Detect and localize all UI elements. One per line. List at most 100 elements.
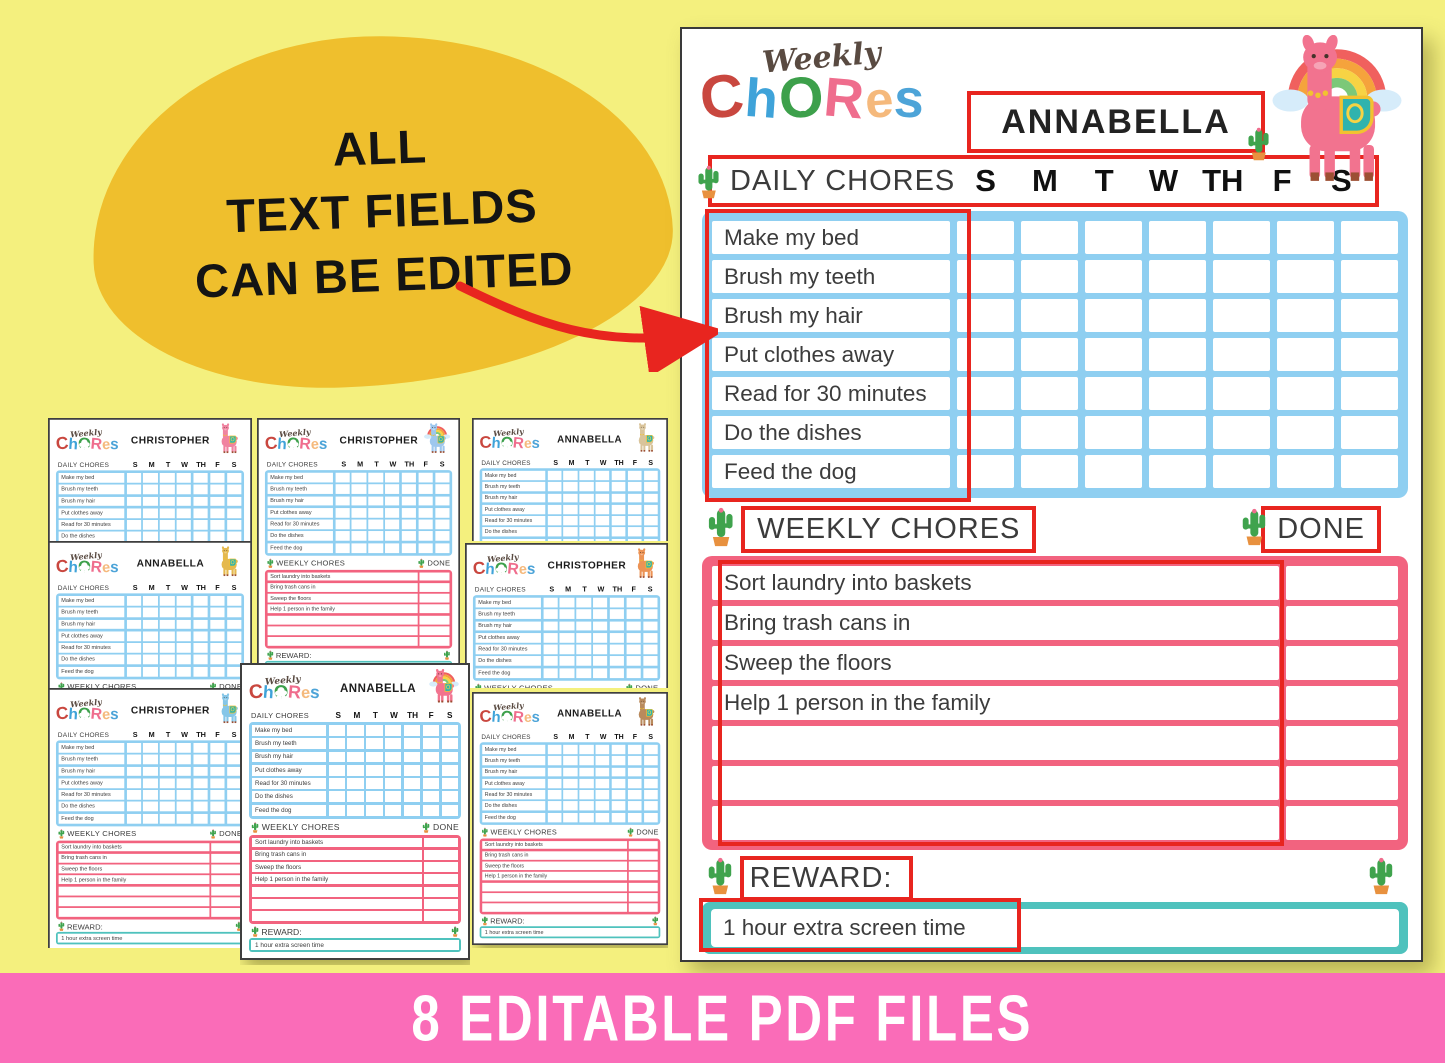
weekly-done-cell[interactable]: [1286, 566, 1398, 600]
day-check-cell[interactable]: [1149, 416, 1206, 449]
weekly-done-cell[interactable]: [1286, 766, 1398, 800]
day-check-cell[interactable]: [957, 338, 1014, 371]
daily-chore-field[interactable]: Do the dishes: [712, 416, 950, 449]
day-check-cell[interactable]: [957, 221, 1014, 254]
weekly-chores-label-field[interactable]: WEEKLY CHORES: [741, 505, 1037, 553]
day-check-cell[interactable]: [957, 455, 1014, 488]
day-check-cell[interactable]: [957, 299, 1014, 332]
day-check-cell[interactable]: [1149, 260, 1206, 293]
daily-chore-field: Feed the dog: [482, 812, 546, 822]
day-check-cell[interactable]: [1021, 260, 1078, 293]
day-check-cell[interactable]: [1149, 299, 1206, 332]
daily-chore-field[interactable]: Read for 30 minutes: [712, 377, 950, 410]
day-check-cell[interactable]: [1213, 338, 1270, 371]
day-check-cell[interactable]: [1021, 338, 1078, 371]
weekly-chore-field[interactable]: [712, 726, 1279, 760]
day-check-cell: [626, 609, 641, 620]
chart-thumbnail[interactable]: Weekly Cho res CHRISTOPHER DAILY CHORES …: [48, 688, 252, 948]
weekly-done-cell[interactable]: [1286, 726, 1398, 760]
day-column-header: TH: [196, 460, 206, 469]
daily-chore-field[interactable]: Put clothes away: [712, 338, 950, 371]
chart-thumbnail[interactable]: Weekly Cho res CHRISTOPHER DAILY CHORES …: [257, 418, 460, 676]
day-check-cell: [627, 744, 642, 755]
chart-thumbnail[interactable]: Weekly Cho res CHRISTOPHER DAILY CHORES …: [48, 418, 252, 541]
day-check-cell[interactable]: [1341, 455, 1398, 488]
chart-thumbnail[interactable]: Weekly Cho res ANNABELLA DAILY CHORES SM…: [48, 541, 252, 688]
day-check-cell[interactable]: [1213, 416, 1270, 449]
day-check-cell[interactable]: [1277, 455, 1334, 488]
chart-thumbnail[interactable]: Weekly Cho res ANNABELLA DAILY CHORES SM…: [240, 663, 470, 965]
weekly-done-cell[interactable]: [1286, 646, 1398, 680]
day-check-cell[interactable]: [1021, 377, 1078, 410]
weekly-done-cell[interactable]: [1286, 606, 1398, 640]
reward-label-field[interactable]: REWARD:: [739, 855, 913, 901]
daily-chore-field[interactable]: Feed the dog: [712, 455, 950, 488]
day-check-cell[interactable]: [1085, 260, 1142, 293]
daily-chore-field[interactable]: Brush my teeth: [712, 260, 950, 293]
daily-chores-header-row[interactable]: DAILY CHORES S M T W TH F S: [698, 155, 1379, 207]
day-check-cell: [176, 496, 192, 507]
day-check-cell: [126, 595, 141, 606]
day-check-cell[interactable]: [1341, 299, 1398, 332]
day-check-cell[interactable]: [957, 377, 1014, 410]
day-check-cell[interactable]: [1149, 377, 1206, 410]
weekly-chore-field[interactable]: Sweep the floors: [712, 646, 1279, 680]
day-check-cell[interactable]: [1021, 299, 1078, 332]
day-check-cell[interactable]: [1277, 299, 1334, 332]
weekly-done-cell: [628, 872, 658, 881]
weekly-done-cell[interactable]: [1286, 806, 1398, 840]
day-check-cell[interactable]: [1021, 455, 1078, 488]
logo-letter: r: [821, 65, 868, 131]
day-check-cell[interactable]: [1021, 221, 1078, 254]
day-check-cell[interactable]: [1277, 338, 1334, 371]
day-check-cell[interactable]: [1341, 416, 1398, 449]
chart-thumbnail[interactable]: Weekly Cho res ANNABELLA DAILY CHORES SM…: [472, 692, 668, 948]
day-check-cell[interactable]: [1277, 221, 1334, 254]
day-check-cell[interactable]: [1341, 260, 1398, 293]
chart-thumbnail[interactable]: Weekly Cho res ANNABELLA DAILY CHORES SM…: [472, 418, 668, 541]
done-label-field[interactable]: DONE: [1261, 505, 1381, 553]
chart-thumbnail[interactable]: Weekly Cho res CHRISTOPHER DAILY CHORES …: [465, 543, 668, 688]
weekly-done-cell: [628, 893, 658, 902]
child-name-field[interactable]: ANNABELLA: [967, 91, 1265, 153]
day-check-cell[interactable]: [1277, 416, 1334, 449]
daily-chore-field[interactable]: Make my bed: [712, 221, 950, 254]
weekly-chore-field[interactable]: [712, 806, 1279, 840]
day-check-cell[interactable]: [1085, 338, 1142, 371]
day-check-cell[interactable]: [1277, 377, 1334, 410]
day-check-cell[interactable]: [1085, 299, 1142, 332]
day-check-cell[interactable]: [1213, 377, 1270, 410]
day-check-cell[interactable]: [1213, 299, 1270, 332]
day-check-cell[interactable]: [1213, 260, 1270, 293]
day-check-cell[interactable]: [1341, 338, 1398, 371]
day-check-cell: [193, 813, 208, 824]
day-check-cell[interactable]: [1085, 377, 1142, 410]
day-check-cell[interactable]: [1149, 338, 1206, 371]
day-check-cell[interactable]: [1021, 416, 1078, 449]
day-check-cell[interactable]: [1085, 221, 1142, 254]
day-check-cell[interactable]: [1213, 221, 1270, 254]
weekly-done-cell[interactable]: [1286, 686, 1398, 720]
day-check-cell: [626, 597, 641, 608]
day-check-cell[interactable]: [1149, 455, 1206, 488]
weekly-chore-field[interactable]: Sort laundry into baskets: [712, 566, 1279, 600]
reward-value-field[interactable]: 1 hour extra screen time: [711, 909, 1399, 947]
day-check-cell[interactable]: [957, 416, 1014, 449]
weekly-chore-field[interactable]: [712, 766, 1279, 800]
day-check-cell[interactable]: [1277, 260, 1334, 293]
chart-header: Weekly Cho res ANNABELLA: [479, 696, 661, 731]
day-check-cell[interactable]: [1149, 221, 1206, 254]
day-check-cell[interactable]: [1341, 221, 1398, 254]
weekly-chore-field[interactable]: Bring trash cans in: [712, 606, 1279, 640]
day-check-cell: [143, 607, 158, 618]
day-check-cell: [210, 801, 225, 812]
day-check-cell[interactable]: [1213, 455, 1270, 488]
day-check-cell[interactable]: [1341, 377, 1398, 410]
daily-chore-field: Put clothes away: [482, 778, 546, 789]
day-check-cell[interactable]: [1085, 416, 1142, 449]
day-check-cell[interactable]: [1085, 455, 1142, 488]
daily-chore-field[interactable]: Brush my hair: [712, 299, 950, 332]
day-check-cell[interactable]: [957, 260, 1014, 293]
weekly-chore-field[interactable]: Help 1 person in the family: [712, 686, 1279, 720]
done-label: DONE: [432, 822, 459, 833]
